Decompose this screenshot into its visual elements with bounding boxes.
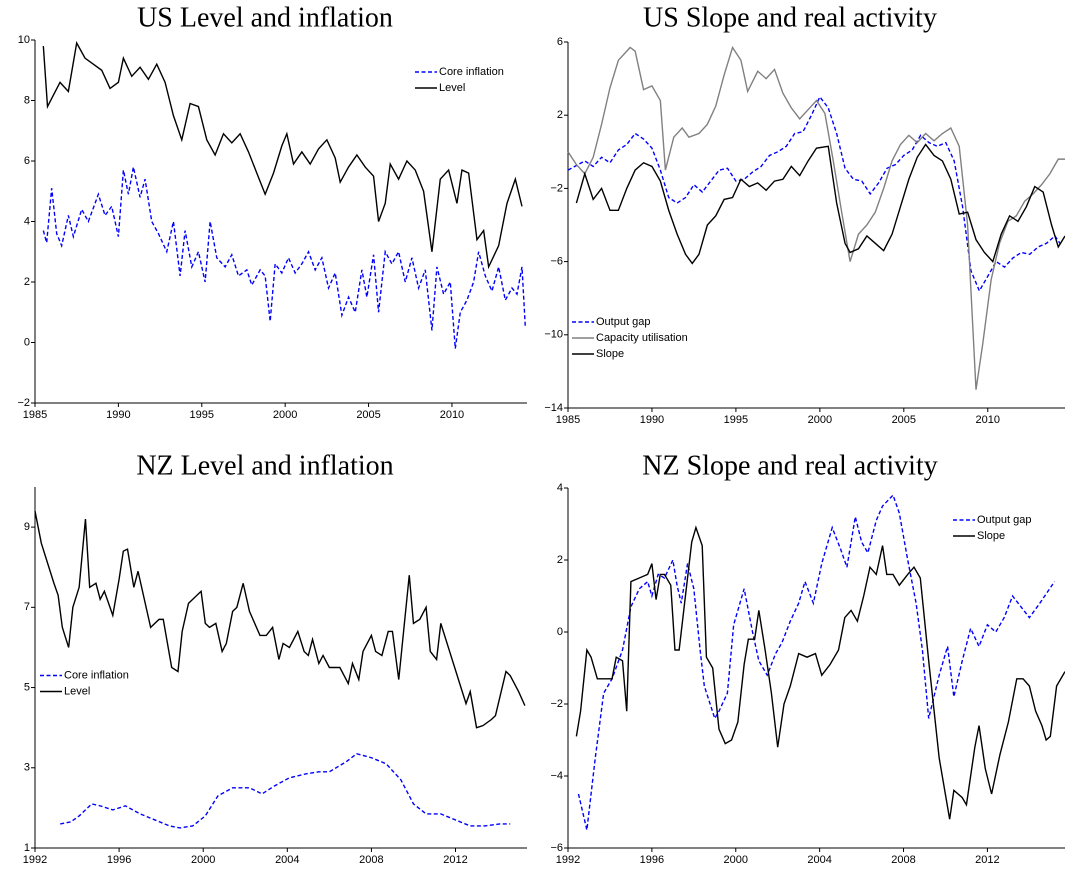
x-tick-label: 2010 [440, 409, 464, 421]
legend-label: Capacity utilisation [596, 332, 688, 344]
series-line [42, 166, 527, 349]
y-tick-label: −6 [550, 842, 563, 854]
y-tick-label: 4 [24, 215, 30, 227]
x-tick-label: 2005 [892, 414, 916, 426]
legend: Output gap Capacity utilisation Slope [572, 316, 688, 360]
x-tick-label: 2000 [191, 854, 215, 866]
y-tick-label: 2 [557, 109, 563, 121]
y-tick-label: 0 [557, 626, 563, 638]
legend-label: Level [439, 82, 465, 94]
x-tick-label: 2012 [975, 854, 999, 866]
y-tick-label: 10 [18, 34, 30, 46]
x-tick-label: 1985 [556, 414, 580, 426]
y-tick-label: 6 [24, 155, 30, 167]
y-tick-label: −2 [550, 182, 563, 194]
y-tick-label: −2 [550, 698, 563, 710]
y-tick-label: 2 [557, 554, 563, 566]
chart-title: US Level and inflation [137, 2, 393, 33]
x-tick-label: 2012 [443, 854, 467, 866]
legend-label: Core inflation [64, 669, 129, 681]
legend-label: Output gap [977, 514, 1031, 526]
series-line [60, 752, 511, 829]
y-tick-label: −14 [544, 402, 563, 414]
x-tick-label: 1990 [640, 414, 664, 426]
y-tick-label: 1 [24, 842, 30, 854]
y-tick-label: −10 [544, 329, 563, 341]
y-tick-label: −6 [550, 256, 563, 268]
x-tick-label: 1996 [107, 854, 131, 866]
y-tick-label: −2 [17, 397, 30, 409]
series-line [575, 143, 1065, 265]
legend-label: Output gap [596, 316, 650, 328]
x-tick-label: 1992 [23, 854, 47, 866]
x-tick-label: 2000 [273, 409, 297, 421]
x-tick-label: 2008 [359, 854, 383, 866]
series-line [567, 95, 1061, 293]
series-line [577, 493, 1056, 831]
series-line [567, 45, 1065, 390]
x-tick-label: 1996 [640, 854, 664, 866]
x-tick-label: 2000 [724, 854, 748, 866]
y-tick-label: 2 [24, 276, 30, 288]
legend: Core inflation Level [415, 66, 504, 94]
x-tick-label: 1990 [106, 409, 130, 421]
panel: US Slope and real activity −14 −10 −6 −2 2 6 19… [544, 2, 1065, 426]
y-tick-label: 6 [557, 36, 563, 48]
y-tick-label: 9 [24, 521, 30, 533]
x-tick-label: 2000 [808, 414, 832, 426]
y-tick-label: 5 [24, 681, 30, 693]
x-tick-label: 2004 [275, 854, 299, 866]
y-tick-label: 4 [557, 482, 563, 494]
x-tick-label: 2008 [891, 854, 915, 866]
x-tick-label: 2005 [356, 409, 380, 421]
x-tick-label: 2004 [807, 854, 831, 866]
legend-label: Level [64, 685, 90, 697]
panel: US Level and inflation −2 0 2 4 6 8 10 1985 1990 1… [17, 2, 527, 421]
series-line [575, 525, 1065, 820]
x-tick-label: 1992 [556, 854, 580, 866]
chart-title: NZ Slope and real activity [642, 450, 937, 481]
x-tick-label: 1985 [23, 409, 47, 421]
legend-label: Slope [596, 348, 624, 360]
x-tick-label: 1995 [190, 409, 214, 421]
legend: Output gap Slope [953, 514, 1031, 542]
y-tick-label: 7 [24, 601, 30, 613]
legend-label: Slope [977, 530, 1005, 542]
y-tick-label: 8 [24, 94, 30, 106]
y-tick-label: −4 [550, 770, 563, 782]
y-tick-label: 0 [24, 336, 30, 348]
chart-title: US Slope and real activity [643, 2, 937, 33]
chart-title: NZ Level and inflation [136, 450, 393, 481]
x-tick-label: 1995 [724, 414, 748, 426]
series-line [42, 40, 523, 270]
y-tick-label: 3 [24, 762, 30, 774]
series-line [34, 510, 526, 729]
panel: NZ Slope and real activity −6 −4 −2 0 2 4 1992 1… [550, 450, 1065, 866]
panel: NZ Level and inflation 1 3 5 7 9 1992 1996 2000 2… [23, 450, 527, 866]
legend-label: Core inflation [439, 66, 504, 78]
x-tick-label: 2010 [976, 414, 1000, 426]
legend: Core inflation Level [40, 669, 129, 697]
